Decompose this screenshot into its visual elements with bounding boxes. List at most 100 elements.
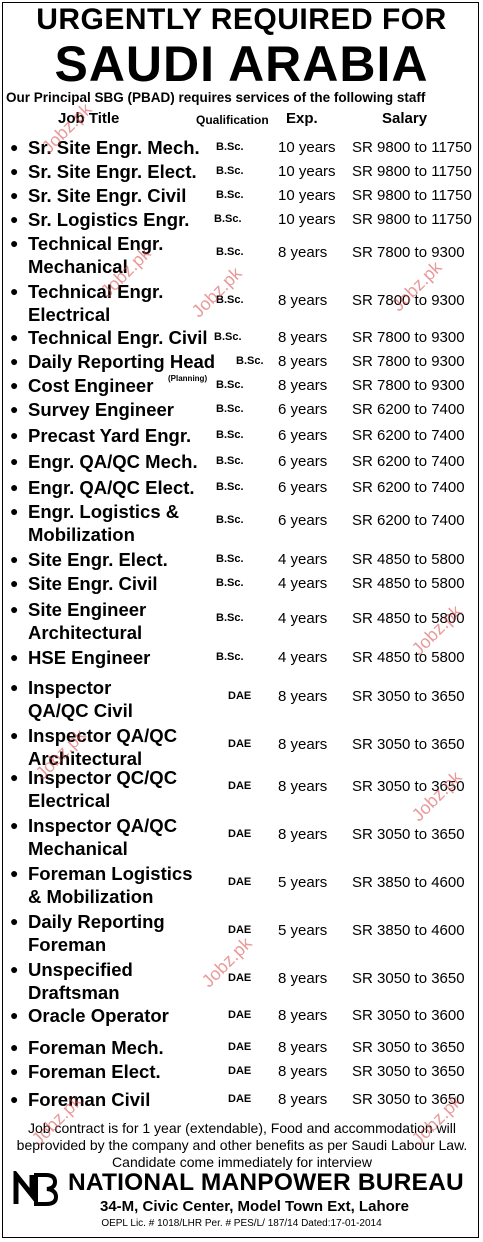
job-qualification: B.Sc. (214, 213, 242, 225)
job-salary: SR 9800 to 11750 (352, 139, 472, 156)
job-experience: 6 years (278, 453, 328, 470)
job-title-line: Precast Yard Engr. (28, 425, 192, 446)
job-title-line: Site Engr. Civil (28, 573, 158, 594)
job-title-line: Sr. Logistics Engr. (28, 209, 190, 230)
intro-text: Our Principal SBG (PBAD) requires servic… (6, 90, 426, 105)
job-experience: 4 years (278, 610, 328, 627)
job-title: Foreman Mech. (28, 1036, 164, 1059)
job-salary: SR 4850 to 5800 (352, 575, 465, 592)
job-title: Engr. QA/QC Elect. (28, 476, 195, 499)
contract-terms: Job contract is for 1 year (extendable),… (16, 1120, 468, 1170)
job-qualification: B.Sc. (216, 577, 244, 589)
column-job-title: Job Title (58, 110, 120, 127)
job-qualification: DAE (228, 738, 252, 750)
job-qualification: DAE (228, 1065, 252, 1077)
bullet-icon: ● (10, 679, 19, 695)
license-line: OEPL Lic. # 1018/LHR Per. # PES/L/ 187/1… (101, 1218, 382, 1229)
column-salary: Salary (382, 110, 428, 127)
job-qualification: B.Sc. (216, 651, 244, 663)
job-title-line: Engr. QA/QC Mech. (28, 451, 198, 472)
bullet-icon: ● (10, 329, 19, 345)
job-experience: 4 years (278, 575, 328, 592)
job-title-line: Inspector QC/QC (28, 767, 178, 788)
job-title-line: Survey Engineer (28, 399, 175, 420)
job-experience: 8 years (278, 244, 328, 261)
job-title: Inspector QA/QC Civil (28, 676, 133, 722)
bullet-icon: ● (10, 283, 19, 299)
job-qualification: DAE (228, 828, 252, 840)
job-experience: 10 years (278, 163, 336, 180)
job-experience: 8 years (278, 292, 328, 309)
job-experience: 6 years (278, 427, 328, 444)
bullet-icon: ● (10, 235, 19, 251)
job-salary: SR 3050 to 3650 (352, 970, 465, 987)
job-experience: 8 years (278, 970, 328, 987)
bullet-icon: ● (10, 961, 19, 977)
job-salary: SR 6200 to 7400 (352, 427, 465, 444)
job-title-line: Electrical (28, 304, 111, 325)
bullet-icon: ● (10, 913, 19, 929)
job-salary: SR 9800 to 11750 (352, 211, 472, 228)
job-salary: SR 7800 to 9300 (352, 353, 465, 370)
job-title-line: Site Engineer (28, 599, 147, 620)
job-qualification: DAE (228, 924, 252, 936)
job-experience: 8 years (278, 353, 328, 370)
column-qualification: Qualification (196, 113, 269, 127)
job-title-line: Architectural (28, 748, 143, 769)
job-title-line: HSE Engineer (28, 647, 151, 668)
bullet-icon: ● (10, 187, 19, 203)
job-title-line: Engr. QA/QC Elect. (28, 477, 195, 498)
job-experience: 8 years (278, 1007, 328, 1024)
job-salary: SR 3850 to 4600 (352, 874, 465, 891)
job-title-line: Electrical (28, 790, 111, 811)
job-qualification: DAE (228, 972, 252, 984)
bullet-icon: ● (10, 163, 19, 179)
job-experience: 4 years (278, 649, 328, 666)
bullet-icon: ● (10, 453, 19, 469)
job-experience: 8 years (278, 1063, 328, 1080)
bullet-icon: ● (10, 1091, 19, 1107)
job-title-line: Unspecified (28, 959, 133, 980)
job-salary: SR 3050 to 3650 (352, 688, 465, 705)
job-title-line: Architectural (28, 622, 143, 643)
job-experience: 6 years (278, 401, 328, 418)
bullet-icon: ● (10, 769, 19, 785)
bullet-icon: ● (10, 377, 19, 393)
job-title: Daily Reporting Head (Planning) (28, 350, 215, 390)
job-salary: SR 3050 to 3650 (352, 1063, 465, 1080)
nmb-logo-icon (13, 1171, 58, 1206)
headline: URGENTLY REQUIRED FOR (36, 3, 447, 36)
bullet-icon: ● (10, 401, 19, 417)
job-title-line: Cost Engineer (28, 375, 154, 396)
job-title: Foreman Elect. (28, 1060, 161, 1083)
job-experience: 10 years (278, 139, 336, 156)
job-qualification: B.Sc. (216, 553, 244, 565)
job-title-line: Sr. Site Engr. Elect. (28, 161, 197, 182)
job-title: Inspector QA/QC Architectural (28, 724, 177, 770)
job-qualification: B.Sc. (216, 246, 244, 258)
country-title: SAUDI ARABIA (54, 36, 429, 92)
job-salary: SR 3050 to 3650 (352, 826, 465, 843)
bullet-icon: ● (10, 353, 19, 369)
job-title: Sr. Logistics Engr. (28, 208, 189, 231)
job-qualification: B.Sc. (236, 355, 264, 367)
job-salary: SR 6200 to 7400 (352, 512, 465, 529)
job-qualification: B.Sc. (216, 429, 244, 441)
job-title-line: Inspector QA/QC (28, 725, 178, 746)
job-title-line: Foreman Logistics (28, 863, 193, 884)
job-title: Inspector QC/QC Electrical (28, 766, 177, 812)
job-qualification: B.Sc. (216, 455, 244, 467)
column-exp: Exp. (286, 110, 318, 127)
job-salary: SR 4850 to 5800 (352, 551, 465, 568)
job-qualification: DAE (228, 1009, 252, 1021)
bullet-icon: ● (10, 479, 19, 495)
job-title-line: Mechanical (28, 838, 128, 859)
job-experience: 5 years (278, 874, 328, 891)
job-title: Engr. Logistics & Mobilization (28, 500, 179, 546)
job-salary: SR 7800 to 9300 (352, 244, 465, 261)
job-title-line: Technical Engr. (28, 281, 164, 302)
job-title: HSE Engineer (28, 646, 150, 669)
job-experience: 8 years (278, 826, 328, 843)
job-qualification: B.Sc. (216, 481, 244, 493)
job-title: Site Engr. Elect. (28, 548, 168, 571)
